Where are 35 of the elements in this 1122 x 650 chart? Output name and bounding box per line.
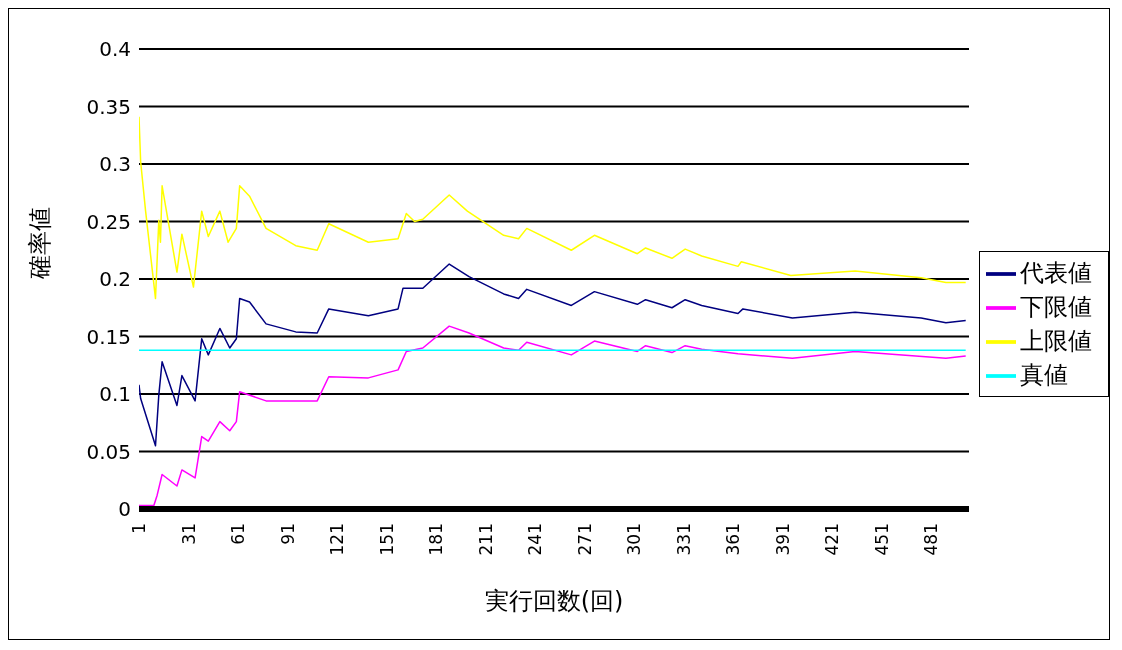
legend-label: 上限値 xyxy=(1020,327,1092,355)
x-tick-label: 391 xyxy=(772,523,793,556)
x-tick-label: 451 xyxy=(871,523,892,556)
x-tick-label: 481 xyxy=(921,523,942,556)
x-tick-label: 181 xyxy=(426,523,447,556)
y-tick-label: 0.35 xyxy=(86,94,131,119)
y-tick-label: 0.3 xyxy=(99,152,131,177)
line-series xyxy=(139,263,967,447)
y-tick-label: 0.2 xyxy=(99,267,131,292)
legend-label: 代表値 xyxy=(1020,259,1092,287)
x-tick-label: 361 xyxy=(723,523,744,556)
y-tick-label: 0 xyxy=(118,497,131,522)
y-axis-title: 確率値 xyxy=(25,207,54,280)
x-tick-label: 241 xyxy=(525,523,546,556)
x-tick-label: 331 xyxy=(673,523,694,556)
y-tick-label: 0.05 xyxy=(86,439,131,464)
y-tick-label: 0.15 xyxy=(86,324,131,349)
x-tick-label: 121 xyxy=(327,523,348,556)
x-tick-label: 301 xyxy=(624,523,645,556)
x-tick-label: 1 xyxy=(129,523,149,534)
x-tick-label: 91 xyxy=(277,523,298,545)
x-tick-label: 421 xyxy=(822,523,843,556)
y-tick-label: 0.25 xyxy=(86,209,131,234)
legend-label: 下限値 xyxy=(1020,293,1092,321)
x-tick-label: 151 xyxy=(376,523,397,556)
line-series xyxy=(139,325,967,507)
y-tick-label: 0.4 xyxy=(99,37,131,62)
x-axis-title: 実行回数(回) xyxy=(484,587,624,615)
y-tick-label: 0.1 xyxy=(99,382,131,407)
legend-label: 真値 xyxy=(1020,361,1068,389)
x-tick-label: 31 xyxy=(178,523,199,545)
x-tick-label: 211 xyxy=(475,523,496,556)
x-tick-label: 271 xyxy=(574,523,595,556)
x-tick-label: 61 xyxy=(228,523,249,545)
line-series xyxy=(139,116,967,300)
